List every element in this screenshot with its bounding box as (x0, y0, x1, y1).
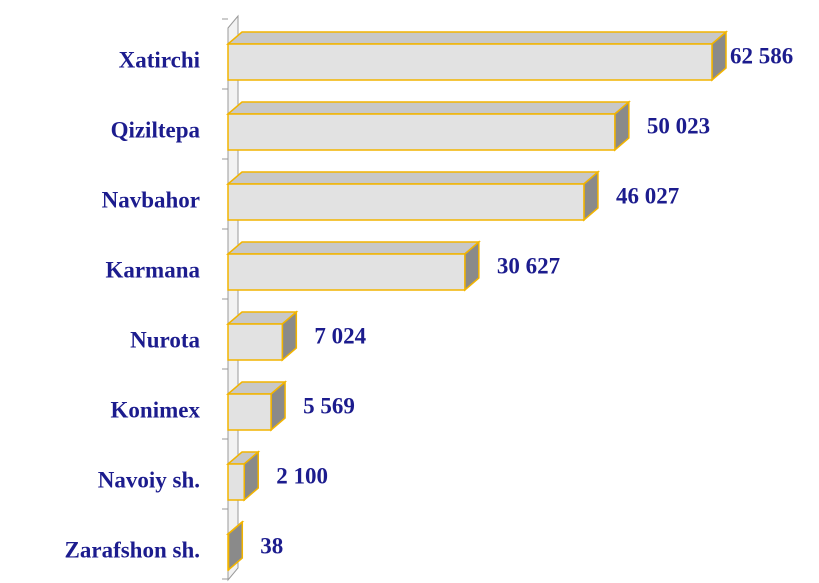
bar (227, 533, 230, 571)
value-label: 38 (260, 533, 283, 558)
value-label: 50 023 (647, 113, 710, 138)
category-label: Zarafshon sh. (65, 537, 200, 562)
bar-top (225, 241, 481, 255)
category-label: Navoiy sh. (98, 467, 200, 492)
bar (227, 323, 284, 361)
category-label: Navbahor (102, 187, 200, 212)
value-label: 62 586 (730, 43, 793, 68)
bar-top (225, 101, 631, 115)
value-label: 46 027 (616, 183, 679, 208)
bar (227, 253, 466, 291)
value-label: 2 100 (276, 463, 328, 488)
bar (227, 393, 272, 431)
category-label: Karmana (105, 257, 200, 282)
category-label: Konimex (111, 397, 201, 422)
bar-top (225, 31, 729, 45)
value-label: 7 024 (314, 323, 366, 348)
bar (227, 113, 616, 151)
category-label: Nurota (130, 327, 200, 352)
value-label: 5 569 (303, 393, 355, 418)
bar (227, 183, 585, 221)
bar (227, 463, 245, 501)
bar (227, 43, 713, 81)
category-label: Xatirchi (119, 47, 201, 72)
category-label: Qiziltepa (111, 117, 201, 142)
bar-top (225, 171, 600, 185)
value-label: 30 627 (497, 253, 560, 278)
